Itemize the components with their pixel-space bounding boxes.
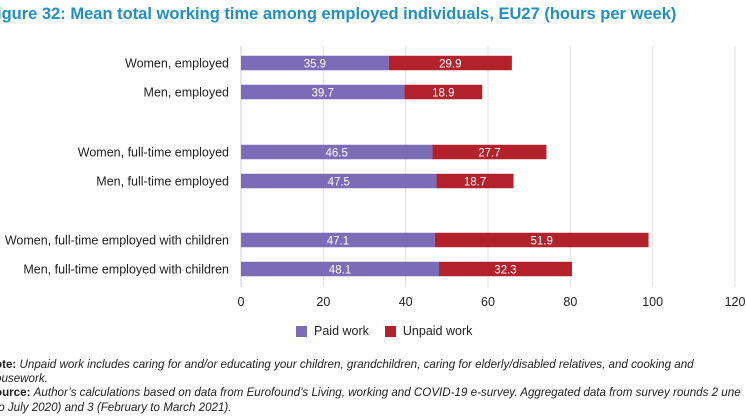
chart-legend: Paid work Unpaid work	[296, 324, 488, 338]
bar-paid	[241, 173, 437, 189]
legend-item-paid: Paid work	[296, 324, 369, 338]
bar-unpaid	[432, 144, 547, 160]
legend-item-unpaid: Unpaid work	[384, 324, 473, 338]
bar-unpaid	[388, 55, 512, 71]
category-label: Men, employed	[144, 86, 230, 100]
x-tick-label: 120	[725, 295, 746, 309]
data-label: 46.5	[326, 147, 348, 159]
category-label: Women, full-time employed with children	[5, 234, 229, 248]
bar-unpaid	[436, 173, 514, 189]
bar-paid	[241, 232, 435, 248]
bar-paid	[241, 55, 389, 71]
category-label: Women, employed	[125, 57, 229, 71]
note-text: Unpaid work includes caring for and/or e…	[0, 358, 694, 386]
category-label: Women, full-time employed	[78, 146, 229, 160]
category-label: Men, full-time employed with children	[23, 263, 229, 277]
legend-label-paid: Paid work	[314, 324, 369, 338]
data-label: 48.1	[329, 264, 351, 276]
x-tick-label: 40	[399, 295, 413, 309]
data-label: 18.7	[464, 176, 486, 188]
x-tick-label: 60	[481, 295, 495, 309]
data-label: 29.9	[439, 58, 461, 70]
data-label: 51.9	[531, 235, 553, 247]
x-tick-label: 0	[238, 295, 245, 309]
x-tick-label: 80	[563, 295, 577, 309]
note-line: ote: Unpaid work includes caring for and…	[0, 358, 746, 386]
data-label: 35.9	[304, 58, 326, 70]
x-tick-label: 100	[642, 295, 663, 309]
legend-label-unpaid: Unpaid work	[402, 324, 473, 338]
data-label: 39.7	[312, 87, 334, 99]
data-label: 32.3	[494, 264, 516, 276]
legend-swatch-unpaid	[384, 325, 396, 337]
legend-swatch-paid	[296, 325, 307, 337]
source-label: ource:	[0, 386, 31, 400]
source-text: Author’s calculations based on data from…	[0, 386, 741, 414]
source-line: ource: Author’s calculations based on da…	[0, 386, 746, 414]
x-tick-label: 20	[316, 295, 330, 309]
bar-paid	[241, 144, 433, 160]
data-label: 47.1	[327, 235, 349, 247]
bar-unpaid	[404, 84, 483, 100]
data-label: 27.7	[478, 147, 500, 159]
figure-title: igure 32: Mean total working time among …	[0, 5, 677, 23]
data-label: 18.9	[432, 87, 454, 99]
category-label: Men, full-time employed	[96, 175, 229, 189]
note-label: ote:	[0, 358, 17, 371]
bar-paid	[241, 261, 440, 277]
bar-paid	[241, 84, 405, 100]
bar-unpaid	[434, 232, 649, 248]
bar-unpaid	[439, 261, 572, 277]
data-label: 47.5	[328, 176, 350, 188]
figure-notes: ote: Unpaid work includes caring for and…	[0, 358, 746, 415]
